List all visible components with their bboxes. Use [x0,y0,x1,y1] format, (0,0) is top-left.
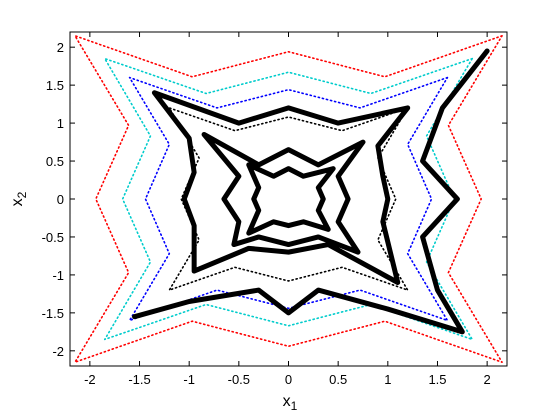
y-tick-label: -1 [52,268,64,283]
x-tick-label: 1.5 [428,372,446,387]
x-tick-label: -2 [84,372,96,387]
y-tick-label: 0 [57,192,64,207]
x-tick-label: 0.5 [329,372,347,387]
x-axis-label: x1 [283,393,298,413]
x-tick-label: -0.5 [228,372,250,387]
y-tick-label: -1.5 [42,306,64,321]
y-tick-label: 1.5 [46,78,64,93]
x-tick-label: 2 [484,372,491,387]
y-tick-label: -2 [52,344,64,359]
plot-area [74,35,503,363]
level-curve [74,35,503,363]
x-tick-label: -1 [183,372,195,387]
x-label-text: x [283,393,291,410]
level-curve [128,76,449,322]
y-label-text: x [9,198,26,206]
y-tick-label: 2 [57,40,64,55]
y-axis-label: x2 [9,191,29,206]
y-label-subscript: 2 [15,191,29,198]
x-label-subscript: 1 [291,399,298,413]
y-tick-label: -0.5 [42,230,64,245]
y-tick-label: 1 [57,116,64,131]
y-tick-label: 0.5 [46,154,64,169]
trajectory [132,48,490,335]
level-curve [103,57,474,341]
x-tick-label: 0 [285,372,292,387]
x-tick-label: -1.5 [128,372,150,387]
x-tick-label: 1 [384,372,391,387]
